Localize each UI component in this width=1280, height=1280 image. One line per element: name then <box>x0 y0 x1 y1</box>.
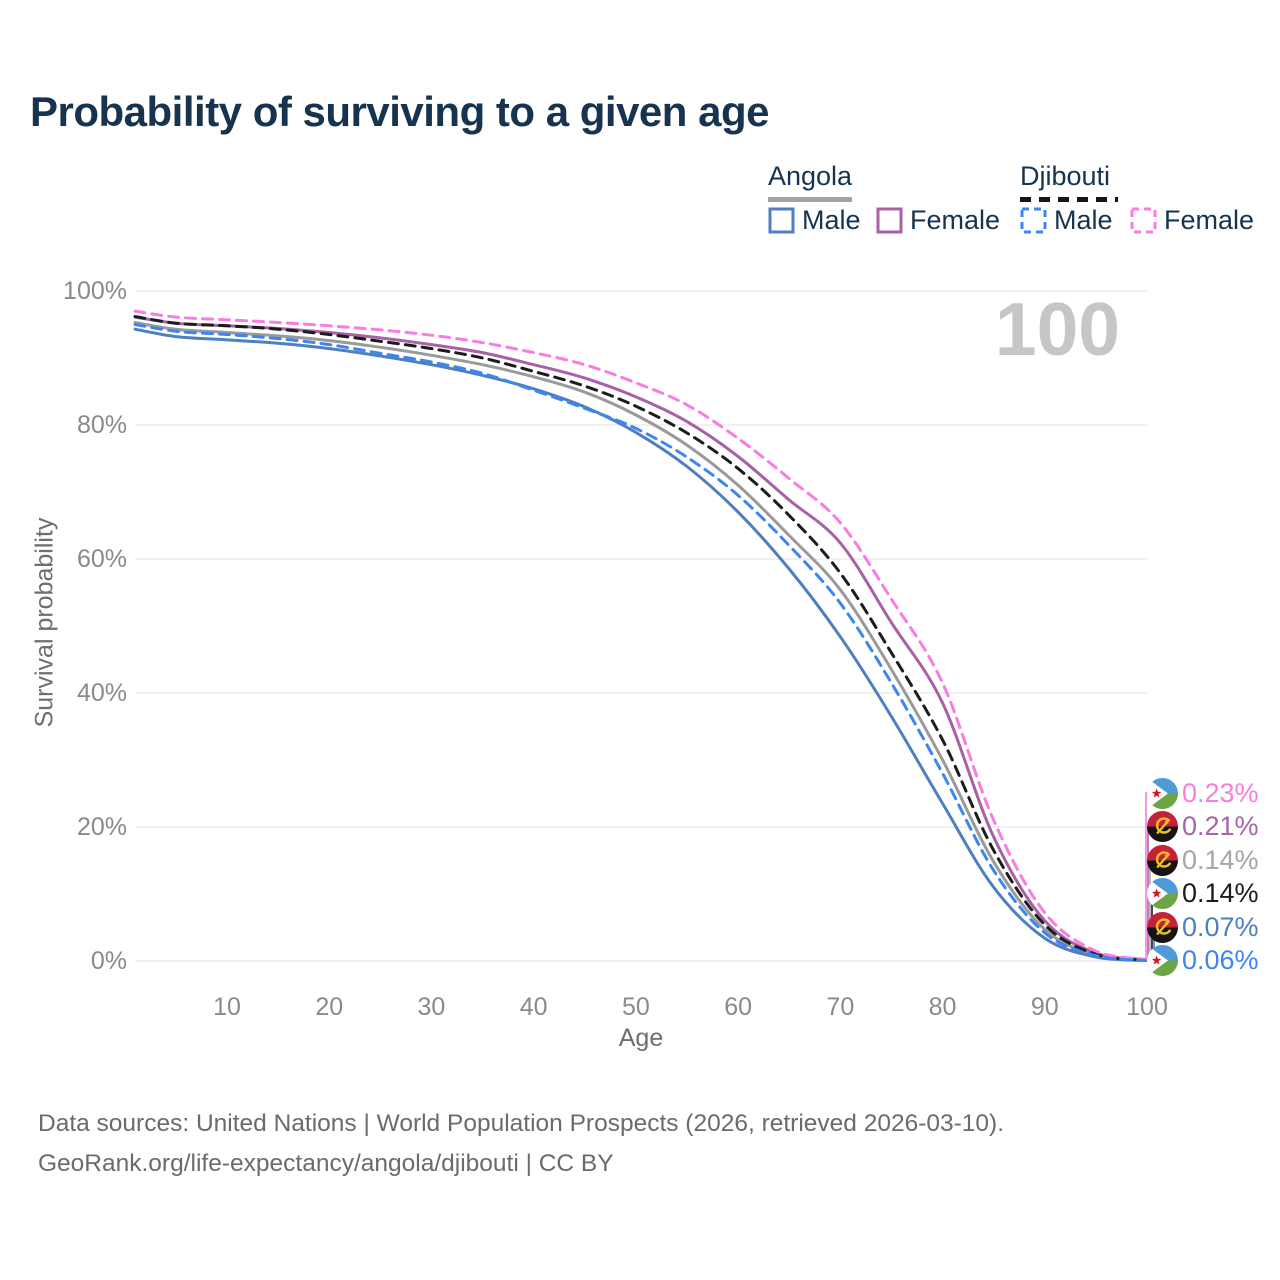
legend-item-label: Female <box>1164 205 1255 235</box>
end-label-value: 0.14% <box>1182 878 1259 908</box>
gridlines <box>135 290 1147 962</box>
footer: Data sources: United Nations | World Pop… <box>38 1104 1004 1184</box>
x-tick-label: 100 <box>1126 993 1168 1021</box>
y-axis-title: Survival probability <box>30 517 59 728</box>
x-tick-label: 50 <box>621 993 650 1021</box>
flag-icon-djibouti <box>1147 777 1178 809</box>
y-tick-label: 100% <box>63 277 127 305</box>
legend-item-djibouti-male[interactable]: Male <box>1020 205 1113 236</box>
data-sources-text: Data sources: United Nations | World Pop… <box>38 1110 1005 1137</box>
line-djibouti-male <box>133 323 1149 963</box>
y-tick-label: 0% <box>90 947 127 975</box>
line-djibouti-female <box>133 309 1149 961</box>
line-djibouti-both-sexes <box>133 315 1149 962</box>
legend-country-djibouti[interactable]: Djibouti <box>1020 161 1111 191</box>
end-label-value: 0.07% <box>1182 911 1259 942</box>
flag-icon-djibouti <box>1147 878 1178 909</box>
series-lines <box>133 309 1149 963</box>
line-angola-male <box>133 327 1149 962</box>
legend-item-label: Male <box>1054 205 1113 235</box>
x-tick-label: 60 <box>724 993 753 1021</box>
legend-item-angola-female[interactable]: Female <box>876 205 1000 236</box>
x-tick-label: 20 <box>315 993 344 1021</box>
legend-item-angola-male[interactable]: Male <box>768 205 861 236</box>
x-tick-label: 70 <box>826 993 855 1021</box>
watermark-age-100: 100 <box>994 287 1120 371</box>
legend-country-angola[interactable]: Angola <box>768 161 853 191</box>
y-tick-label: 80% <box>76 411 127 439</box>
y-tick-label: 40% <box>76 679 127 707</box>
x-tick-label: 10 <box>213 993 241 1021</box>
end-label-angola-both-sexes: 0.14% <box>1147 844 1259 876</box>
legend-country-underline <box>1020 197 1118 202</box>
y-tick-label: 20% <box>76 813 127 841</box>
flag-icon-angola <box>1147 844 1178 876</box>
flag-icon-angola <box>1147 911 1178 943</box>
legend-country-underline <box>768 197 852 202</box>
end-label-angola-female: 0.21% <box>1147 811 1259 843</box>
legend-swatch <box>768 207 795 234</box>
line-angola-both-sexes <box>133 321 1149 962</box>
end-label-djibouti-male: 0.06% <box>1147 945 1259 977</box>
end-label-djibouti-both-sexes: 0.14% <box>1147 878 1259 910</box>
x-tick-label: 30 <box>417 993 446 1021</box>
end-label-value: 0.23% <box>1182 777 1259 808</box>
end-label-value: 0.14% <box>1182 844 1259 875</box>
legend-item-label: Male <box>802 205 861 235</box>
end-label-value: 0.06% <box>1182 945 1259 975</box>
y-tick-label: 60% <box>76 545 127 573</box>
end-label-angola-male: 0.07% <box>1147 911 1259 943</box>
legend-item-label: Female <box>910 205 1001 235</box>
flag-icon-angola <box>1147 811 1178 842</box>
end-label-djibouti-female: 0.23% <box>1147 777 1259 809</box>
flag-icon-djibouti <box>1147 945 1178 976</box>
x-axis-title: Age <box>618 1024 664 1052</box>
end-label-value: 0.21% <box>1182 811 1259 841</box>
x-tick-label: 40 <box>519 993 548 1021</box>
x-tick-label: 80 <box>928 993 957 1021</box>
legend: Angola Male Female Djibouti Male <box>768 161 1280 245</box>
legend-swatch <box>876 207 903 234</box>
attribution-text: GeoRank.org/life-expectancy/angola/djibo… <box>38 1150 614 1177</box>
x-tick-label: 90 <box>1030 993 1059 1021</box>
page-title: Probability of surviving to a given age <box>30 88 769 135</box>
legend-item-djibouti-female[interactable]: Female <box>1130 205 1254 236</box>
